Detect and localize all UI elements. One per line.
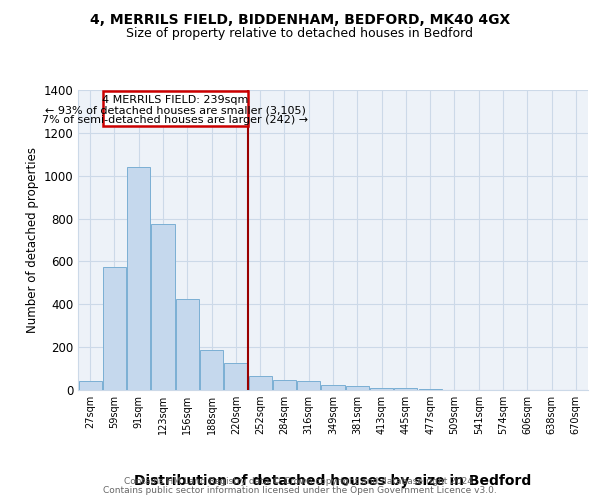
Text: 4 MERRILS FIELD: 239sqm: 4 MERRILS FIELD: 239sqm	[102, 95, 248, 105]
Bar	[394, 388, 418, 390]
Text: ← 93% of detached houses are smaller (3,105): ← 93% of detached houses are smaller (3,…	[45, 105, 305, 115]
Bar	[297, 382, 320, 390]
Text: Distribution of detached houses by size in Bedford: Distribution of detached houses by size …	[134, 474, 532, 488]
Bar	[176, 299, 199, 390]
Bar	[273, 380, 296, 390]
Bar	[370, 388, 393, 390]
Text: 4, MERRILS FIELD, BIDDENHAM, BEDFORD, MK40 4GX: 4, MERRILS FIELD, BIDDENHAM, BEDFORD, MK…	[90, 12, 510, 26]
Bar	[151, 224, 175, 390]
Text: Contains public sector information licensed under the Open Government Licence v3: Contains public sector information licen…	[103, 486, 497, 495]
Bar	[419, 389, 442, 390]
Bar	[346, 386, 369, 390]
Bar	[322, 384, 344, 390]
Y-axis label: Number of detached properties: Number of detached properties	[26, 147, 39, 333]
Bar	[200, 350, 223, 390]
Bar	[127, 167, 150, 390]
Text: 7% of semi-detached houses are larger (242) →: 7% of semi-detached houses are larger (2…	[42, 115, 308, 125]
Text: Size of property relative to detached houses in Bedford: Size of property relative to detached ho…	[127, 28, 473, 40]
Bar	[224, 363, 247, 390]
FancyBboxPatch shape	[103, 91, 248, 126]
Bar	[79, 382, 101, 390]
Bar	[248, 376, 272, 390]
Bar	[103, 267, 126, 390]
Text: Contains HM Land Registry data © Crown copyright and database right 2024.: Contains HM Land Registry data © Crown c…	[124, 477, 476, 486]
